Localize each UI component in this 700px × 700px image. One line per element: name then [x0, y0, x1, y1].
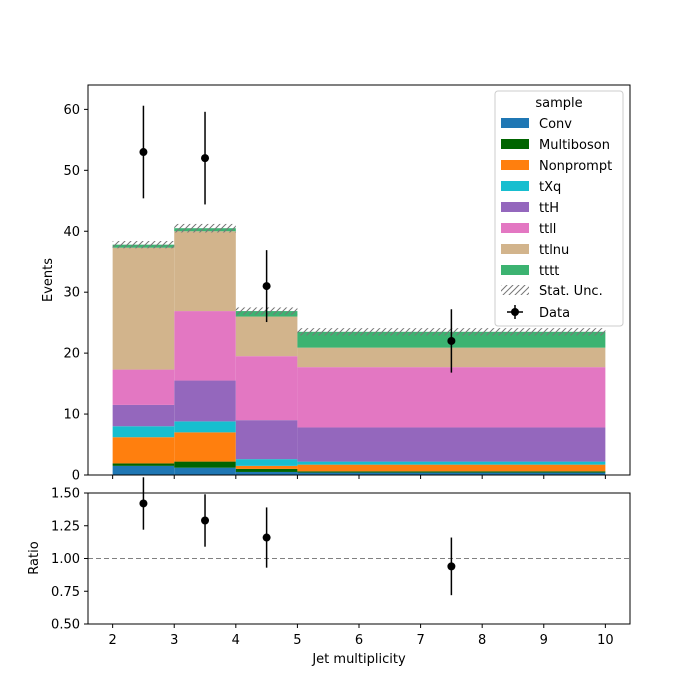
ratio-x-ticks: 2 3 4 5 6 7 8 9 10 [108, 624, 614, 648]
bar-tth-bin-3 [297, 427, 606, 462]
legend-label-ttlnu: ttlnu [539, 243, 569, 258]
bar-txq-bin-0 [112, 426, 175, 438]
data-point-1 [201, 154, 210, 163]
legend-title: sample [535, 96, 582, 111]
ratio-point-1 [201, 516, 210, 525]
legend-data-marker [511, 308, 519, 316]
ratio-xtick-label-7: 9 [540, 633, 548, 648]
legend-swatch-stat-unc [501, 285, 529, 295]
ratio-xtick-label-8: 10 [597, 633, 614, 648]
ratio-xtick-label-2: 4 [232, 633, 240, 648]
ratio-points [139, 477, 456, 596]
main-x-ticks [112, 475, 606, 479]
legend-swatch-tth [501, 202, 529, 212]
bar-multiboson-bin-2 [235, 468, 298, 472]
bar-ttll-bin-3 [297, 367, 606, 428]
bar-tth-bin-0 [112, 404, 175, 427]
legend-swatch-conv [501, 118, 529, 128]
ratio-xtick-label-6: 8 [478, 633, 486, 648]
bar-ttll-bin-0 [112, 369, 175, 405]
main-ytick-label-1: 10 [63, 408, 80, 423]
stat-unc-bin-0 [112, 241, 175, 249]
ratio-xtick-label-0: 2 [108, 633, 116, 648]
ratio-ytick-label-3: 1.25 [51, 519, 80, 534]
legend-items: Conv Multiboson Nonprompt tXq ttH ttll ttlnu tt… [501, 117, 612, 279]
ratio-point-2 [262, 533, 271, 542]
bar-ttll-bin-1 [174, 311, 236, 381]
main-panel: 0 10 20 30 40 50 60 Events sample Conv Multibos… [41, 84, 631, 484]
ratio-xtick-label-5: 7 [416, 633, 424, 648]
bar-nonprompt-bin-3 [297, 464, 606, 472]
main-ytick-label-6: 60 [63, 103, 80, 118]
stacked-histogram [112, 228, 606, 475]
legend-swatch-multiboson [501, 139, 529, 149]
bar-multiboson-bin-3 [297, 471, 606, 473]
legend-label-nonprompt: Nonprompt [539, 159, 612, 174]
main-ytick-label-0: 0 [72, 469, 80, 484]
main-ytick-label-2: 20 [63, 347, 80, 362]
bar-ttlnu-bin-2 [235, 316, 298, 357]
ratio-ytick-label-2: 1.00 [51, 552, 80, 567]
bar-ttlnu-bin-0 [112, 247, 175, 370]
ratio-ytick-label-1: 0.75 [51, 585, 80, 600]
ratio-y-axis-label: Ratio [27, 541, 42, 574]
bar-ttll-bin-2 [235, 356, 298, 421]
bar-multiboson-bin-1 [174, 461, 236, 468]
legend-swatch-txq [501, 181, 529, 191]
legend-swatch-ttlnu [501, 244, 529, 254]
legend-label-stat-unc: Stat. Unc. [539, 284, 603, 299]
main-ytick-label-3: 30 [63, 286, 80, 301]
main-ytick-label-4: 40 [63, 225, 80, 240]
ratio-y-ticks: 0.50 0.75 1.00 1.25 1.50 [51, 487, 88, 633]
legend-label-data: Data [539, 306, 570, 321]
ratio-xtick-label-3: 5 [293, 633, 301, 648]
stat-unc-bin-1 [174, 223, 236, 233]
bar-nonprompt-bin-0 [112, 437, 175, 464]
bar-conv-bin-0 [112, 465, 175, 475]
main-y-ticks: 0 10 20 30 40 50 60 [63, 103, 88, 484]
data-point-2 [262, 282, 271, 291]
bar-conv-bin-2 [235, 471, 298, 475]
main-y-axis-label: Events [41, 258, 56, 302]
x-axis-label: Jet multiplicity [311, 652, 406, 667]
legend-label-conv: Conv [539, 117, 572, 132]
legend-swatch-nonprompt [501, 160, 529, 170]
ratio-xtick-label-4: 6 [355, 633, 363, 648]
legend: sample Conv Multiboson Nonprompt tXq ttH ttll… [494, 90, 624, 327]
ratio-point-0 [139, 499, 148, 508]
bar-txq-bin-1 [174, 421, 236, 433]
legend-swatch-tttt [501, 265, 529, 275]
bar-tth-bin-2 [235, 420, 298, 460]
ratio-ytick-label-4: 1.50 [51, 487, 80, 502]
ratio-panel: 0.50 0.75 1.00 1.25 1.50 2 3 4 5 6 7 8 9 10 Ratio Je… [27, 477, 631, 667]
legend-label-ttll: ttll [539, 222, 556, 237]
bar-tth-bin-1 [174, 380, 236, 422]
ratio-point-3 [447, 562, 456, 571]
ratio-ytick-label-0: 0.50 [51, 618, 80, 633]
bar-conv-bin-1 [174, 467, 236, 475]
data-point-0 [139, 148, 148, 157]
bar-txq-bin-2 [235, 459, 298, 466]
legend-label-tth: ttH [539, 201, 559, 216]
main-ytick-label-5: 50 [63, 164, 80, 179]
legend-swatch-ttll [501, 223, 529, 233]
bar-conv-bin-3 [297, 472, 606, 475]
bar-nonprompt-bin-2 [235, 465, 298, 469]
data-point-3 [447, 336, 456, 345]
data-points [139, 105, 456, 373]
bar-txq-bin-3 [297, 461, 606, 465]
bar-multiboson-bin-0 [112, 463, 175, 466]
legend-label-multiboson: Multiboson [539, 138, 610, 153]
legend-label-txq: tXq [539, 180, 561, 195]
ratio-xtick-label-1: 3 [170, 633, 178, 648]
bar-ttlnu-bin-1 [174, 231, 236, 312]
bar-nonprompt-bin-1 [174, 432, 236, 462]
legend-label-tttt: tttt [539, 264, 559, 279]
